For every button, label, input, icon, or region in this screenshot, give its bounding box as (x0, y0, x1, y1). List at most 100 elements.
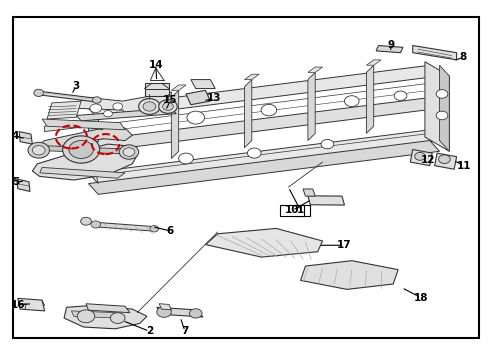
Circle shape (162, 103, 173, 111)
Polygon shape (244, 74, 259, 80)
Polygon shape (205, 228, 322, 257)
Text: 3: 3 (73, 81, 80, 91)
Bar (13, 17, 478, 338)
Polygon shape (409, 149, 431, 166)
Polygon shape (157, 307, 203, 317)
Polygon shape (300, 261, 397, 289)
Polygon shape (303, 189, 315, 196)
Polygon shape (76, 92, 171, 116)
Polygon shape (37, 128, 132, 149)
Text: 17: 17 (336, 240, 351, 250)
Circle shape (113, 103, 122, 110)
Circle shape (28, 142, 49, 158)
Text: 13: 13 (206, 93, 221, 103)
Text: 6: 6 (166, 226, 174, 236)
Circle shape (139, 99, 160, 114)
Polygon shape (42, 145, 130, 154)
Polygon shape (76, 108, 176, 121)
Text: 11: 11 (456, 161, 470, 171)
Polygon shape (17, 179, 30, 192)
Polygon shape (439, 65, 448, 151)
Circle shape (119, 145, 139, 159)
Text: 2: 2 (145, 326, 153, 336)
Polygon shape (38, 91, 98, 102)
Text: 18: 18 (413, 293, 427, 303)
Polygon shape (88, 140, 439, 194)
Circle shape (435, 90, 447, 98)
Polygon shape (19, 132, 32, 144)
Circle shape (189, 309, 202, 318)
Polygon shape (40, 167, 125, 178)
Polygon shape (171, 90, 178, 158)
Circle shape (178, 153, 193, 164)
Circle shape (158, 100, 177, 113)
Circle shape (150, 226, 158, 232)
Circle shape (62, 136, 100, 163)
Polygon shape (307, 196, 344, 205)
Polygon shape (366, 60, 380, 65)
Polygon shape (18, 298, 44, 311)
Circle shape (103, 111, 112, 117)
Circle shape (77, 310, 95, 323)
Text: 10: 10 (285, 206, 299, 216)
Polygon shape (144, 83, 168, 96)
Polygon shape (88, 65, 439, 119)
Polygon shape (171, 85, 185, 90)
Text: 12: 12 (420, 155, 434, 165)
Text: 9: 9 (386, 40, 393, 50)
Text: 14: 14 (148, 59, 163, 69)
Polygon shape (159, 304, 171, 310)
Circle shape (90, 104, 102, 113)
Bar (280, 206, 304, 216)
Circle shape (91, 221, 101, 228)
Polygon shape (434, 153, 456, 169)
Circle shape (186, 111, 204, 124)
Polygon shape (32, 144, 137, 180)
Circle shape (414, 152, 425, 160)
Polygon shape (375, 45, 402, 53)
Circle shape (438, 155, 449, 163)
Circle shape (435, 111, 447, 120)
Polygon shape (71, 311, 118, 318)
Circle shape (92, 97, 101, 103)
Text: 8: 8 (458, 52, 466, 62)
Text: 4: 4 (12, 131, 19, 141)
Polygon shape (307, 67, 322, 72)
Circle shape (32, 145, 45, 155)
Bar (291, 206, 309, 216)
Text: 1: 1 (296, 206, 304, 216)
Polygon shape (185, 90, 210, 105)
Text: 16: 16 (10, 300, 25, 310)
Circle shape (123, 148, 135, 156)
Circle shape (143, 102, 156, 111)
Circle shape (69, 140, 93, 158)
Polygon shape (47, 101, 81, 119)
Polygon shape (44, 123, 103, 132)
Circle shape (261, 104, 276, 116)
Polygon shape (190, 80, 215, 89)
Text: 15: 15 (163, 95, 177, 105)
Polygon shape (88, 98, 439, 151)
Circle shape (34, 89, 43, 96)
Polygon shape (86, 304, 130, 313)
Circle shape (81, 217, 91, 225)
Polygon shape (244, 80, 251, 148)
Circle shape (393, 91, 406, 100)
Circle shape (110, 313, 125, 323)
Polygon shape (412, 45, 456, 60)
Polygon shape (366, 65, 373, 134)
Polygon shape (88, 119, 98, 140)
Polygon shape (307, 72, 315, 140)
Circle shape (344, 96, 358, 107)
Polygon shape (96, 222, 156, 231)
Polygon shape (88, 130, 439, 184)
Polygon shape (424, 62, 448, 151)
Circle shape (157, 307, 171, 318)
Circle shape (142, 99, 152, 107)
Polygon shape (42, 119, 125, 130)
Polygon shape (64, 306, 147, 329)
Text: 7: 7 (181, 326, 188, 336)
Text: 5: 5 (12, 177, 19, 187)
Circle shape (321, 139, 333, 149)
Circle shape (247, 148, 261, 158)
